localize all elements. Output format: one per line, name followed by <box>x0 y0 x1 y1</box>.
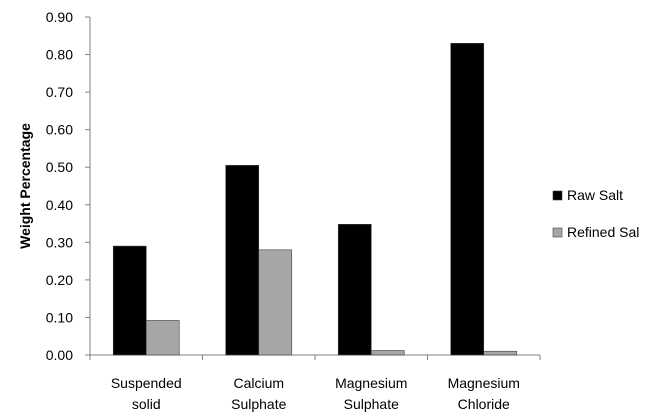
y-axis-ticks: 0.00 0.10 0.20 0.30 0.40 0.50 0.60 0.70 0.80 0.90 <box>46 9 90 363</box>
bar-refined-sal <box>370 350 405 356</box>
bars <box>112 42 518 356</box>
bar-raw-salt <box>450 42 485 356</box>
y-tick-label: 0.10 <box>46 309 73 325</box>
y-tick-label: 0.00 <box>46 347 73 363</box>
x-category-label: Calcium Sulphate <box>231 375 286 412</box>
legend-label: Raw Salt <box>567 187 623 203</box>
bar-raw-salt <box>112 245 147 356</box>
x-axis-labels: Suspended solid Calcium Sulphate Magnesium Su… <box>111 375 520 412</box>
y-tick-label: 0.70 <box>46 84 73 100</box>
x-category-label: Magnesium Chloride <box>448 375 520 412</box>
y-axis-title: Weight Percentage <box>17 123 33 249</box>
y-tick-label: 0.80 <box>46 47 73 63</box>
bar-refined-sal <box>258 249 293 356</box>
bar-refined-sal <box>145 320 180 356</box>
y-tick-label: 0.40 <box>46 197 73 213</box>
legend-swatch <box>552 190 563 201</box>
bar-raw-salt <box>225 165 260 356</box>
y-tick-label: 0.60 <box>46 122 73 138</box>
legend-swatch <box>552 227 563 238</box>
legend: Raw Salt Refined Sal <box>552 187 639 240</box>
bar-raw-salt <box>337 224 372 356</box>
y-tick-label: 0.30 <box>46 234 73 250</box>
x-category-label: Magnesium Sulphate <box>335 375 407 412</box>
y-tick-label: 0.50 <box>46 159 73 175</box>
y-tick-label: 0.90 <box>46 9 73 25</box>
legend-label: Refined Sal <box>567 224 639 240</box>
bar-refined-sal <box>483 350 518 356</box>
y-tick-label: 0.20 <box>46 272 73 288</box>
x-category-label: Suspended solid <box>111 375 182 412</box>
